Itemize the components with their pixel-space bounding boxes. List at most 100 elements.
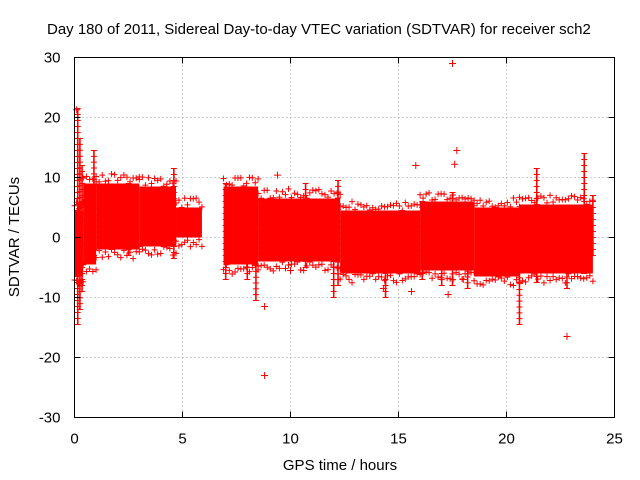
data-point xyxy=(243,180,250,270)
data-point xyxy=(90,150,97,256)
data-point xyxy=(444,196,451,282)
data-point xyxy=(282,191,289,272)
x-tick-label: 20 xyxy=(498,431,515,448)
data-point xyxy=(441,191,448,277)
data-point xyxy=(559,196,566,282)
data-point xyxy=(328,187,335,268)
data-point xyxy=(264,187,271,271)
data-point xyxy=(285,185,292,268)
data-point xyxy=(288,194,295,268)
data-point xyxy=(220,175,227,273)
data-point xyxy=(420,195,427,276)
y-tick-label: 30 xyxy=(44,50,61,67)
data-point xyxy=(160,183,167,250)
data-point xyxy=(516,213,523,325)
data-point xyxy=(453,196,460,276)
data-point xyxy=(274,171,282,179)
data-point xyxy=(190,195,197,246)
axis-ticks xyxy=(74,57,615,418)
data-point xyxy=(351,206,358,278)
data-point xyxy=(287,267,294,274)
data-point xyxy=(449,192,456,286)
data-point xyxy=(533,168,540,283)
data-point xyxy=(173,178,180,257)
data-point xyxy=(173,200,180,245)
data-point xyxy=(270,194,277,274)
data-point xyxy=(302,183,309,268)
data-point xyxy=(471,202,478,284)
data-point xyxy=(267,195,274,272)
data-point xyxy=(583,201,590,281)
data-band xyxy=(96,183,140,250)
data-point xyxy=(198,203,205,250)
data-point xyxy=(96,178,103,254)
data-point xyxy=(553,194,560,283)
data-point xyxy=(465,194,472,277)
data-point xyxy=(489,203,496,283)
data-point xyxy=(244,195,251,280)
data-band xyxy=(340,210,421,274)
data-point xyxy=(261,372,269,379)
data-point xyxy=(133,175,140,255)
data-point xyxy=(492,204,499,284)
data-point xyxy=(360,203,367,283)
data-point xyxy=(255,190,262,273)
data-point xyxy=(387,202,394,279)
data-point xyxy=(330,207,337,298)
data-point xyxy=(148,180,155,258)
data-point xyxy=(114,177,121,258)
data-point xyxy=(483,199,490,284)
data-band xyxy=(258,198,341,262)
data-point xyxy=(556,196,563,282)
data-point xyxy=(402,199,409,282)
data-point xyxy=(303,195,310,269)
data-point xyxy=(581,153,588,274)
x-tick-label: 5 xyxy=(178,431,186,448)
x-tick-label: 25 xyxy=(606,431,623,448)
data-point xyxy=(93,173,100,273)
data-point xyxy=(379,285,387,292)
x-tick-label: 10 xyxy=(282,431,299,448)
data-point xyxy=(378,203,385,280)
data-point xyxy=(495,202,502,281)
data-point xyxy=(444,291,452,298)
data-point xyxy=(522,195,529,285)
data-point xyxy=(510,195,517,289)
data-point xyxy=(261,187,268,269)
data-band xyxy=(474,207,520,277)
data-point xyxy=(331,190,338,270)
x-axis-label: GPS time / hours xyxy=(283,457,397,474)
data-point xyxy=(408,202,415,280)
data-point xyxy=(335,180,342,286)
data-point xyxy=(125,183,132,256)
data-point xyxy=(306,189,313,265)
data-point xyxy=(102,178,109,256)
data-point xyxy=(196,199,203,243)
data-point xyxy=(547,192,554,284)
data-point xyxy=(291,190,298,267)
data-point xyxy=(237,174,244,272)
data-point xyxy=(449,60,456,67)
data-point xyxy=(154,177,161,258)
data-point xyxy=(589,195,596,256)
data-point xyxy=(426,189,433,276)
data-point xyxy=(346,204,353,283)
data-point xyxy=(419,201,426,280)
data-point xyxy=(145,174,152,257)
data-point xyxy=(480,203,487,288)
data-point xyxy=(130,174,137,262)
data-point xyxy=(528,197,535,279)
data-point xyxy=(226,181,233,274)
data-point xyxy=(486,198,493,284)
data-point xyxy=(568,192,575,282)
data-point xyxy=(540,194,547,286)
data-point xyxy=(390,202,397,284)
data-point xyxy=(249,174,256,271)
data-point xyxy=(340,203,347,278)
data-point xyxy=(123,174,130,259)
data-point xyxy=(429,197,436,282)
data-point xyxy=(175,197,182,249)
data-point xyxy=(382,219,389,298)
data-point xyxy=(222,183,229,280)
